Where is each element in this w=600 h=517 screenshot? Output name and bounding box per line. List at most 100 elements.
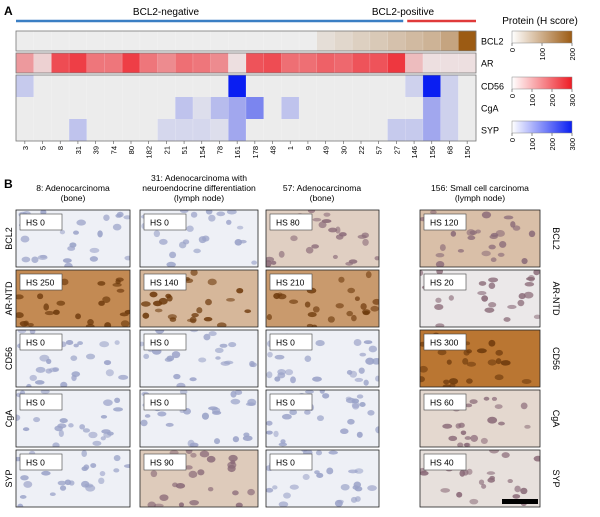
heatmap-cell <box>263 31 282 51</box>
heatmap-cell <box>299 97 318 119</box>
heatmap-cell <box>405 119 424 141</box>
heatmap-cell <box>157 97 176 119</box>
heatmap-cell <box>316 119 335 141</box>
heatmap-cell <box>334 53 353 73</box>
legend-tick-label: 300 <box>568 94 577 107</box>
heatmap-cell <box>69 97 88 119</box>
heatmap-row-label: SYP <box>481 126 499 136</box>
legend-tick-label: 200 <box>568 48 577 61</box>
heatmap-cell <box>16 75 34 97</box>
ihc-column-title: 31: Adenocarcinoma with <box>151 173 247 183</box>
heatmap-cell <box>387 119 406 141</box>
sample-label: 30 <box>339 146 348 154</box>
sample-label: 57 <box>375 146 384 154</box>
legend-gradient <box>511 30 573 44</box>
heatmap-cell <box>316 75 335 97</box>
hs-label-box <box>423 273 467 291</box>
scale-bar <box>502 499 538 504</box>
heatmap-cell <box>228 97 247 119</box>
heatmap-cell <box>458 97 477 119</box>
sample-label: 1 <box>286 146 295 150</box>
heatmap-cell <box>299 75 318 97</box>
ihc-row-label-right: CD56 <box>551 347 561 370</box>
ihc-tile: HS 0 <box>15 329 131 388</box>
heatmap-cell <box>228 75 247 97</box>
heatmap-cell <box>86 53 105 73</box>
heatmap-cell <box>369 31 388 51</box>
ihc-column-title: neuroendocrine differentiation <box>142 183 256 193</box>
heatmap-cell <box>86 75 105 97</box>
hs-label-box <box>423 393 467 411</box>
ihc-panels: 8: Adenocarcinoma(bone)31: Adenocarcinom… <box>4 173 561 508</box>
ihc-row-label-left: AR-NTD <box>4 281 14 315</box>
ihc-tile: HS 0 <box>15 389 131 448</box>
heatmap-cell <box>387 53 406 73</box>
sample-label: 51 <box>180 146 189 154</box>
heatmap-cell <box>86 119 105 141</box>
sample-label: 39 <box>92 146 101 154</box>
heatmap-cell <box>422 75 441 97</box>
heatmap-cell <box>16 31 34 51</box>
heatmap-cell <box>369 119 388 141</box>
legend-gradient <box>511 120 573 134</box>
hs-label: HS 140 <box>150 278 179 288</box>
heatmap-cell <box>33 119 52 141</box>
heatmap-cell <box>440 97 459 119</box>
ihc-tile: HS 0 <box>15 449 131 508</box>
heatmap-cell <box>210 97 229 119</box>
heatmap-cell <box>192 53 211 73</box>
heatmap-cell <box>246 53 264 73</box>
hs-label: HS 20 <box>430 278 454 288</box>
ihc-tile: HS 0 <box>139 329 259 388</box>
hs-label: HS 0 <box>26 458 45 468</box>
ihc-tile: HS 0 <box>139 389 259 448</box>
heatmap-cell <box>104 31 123 51</box>
sample-label: 9 <box>304 146 313 150</box>
hs-label-box <box>143 453 187 471</box>
heatmap-cell <box>157 31 176 51</box>
legend-title: Protein (H score) <box>502 16 578 27</box>
panel-a-label: A <box>4 4 13 18</box>
ihc-column-title: (lymph node) <box>455 193 505 203</box>
sample-label: 49 <box>322 146 331 154</box>
heatmap-cell <box>51 75 70 97</box>
heatmap-cell <box>440 75 459 97</box>
heatmap-cell <box>139 31 158 51</box>
ihc-column-title: (bone) <box>61 193 86 203</box>
heatmap-cell <box>263 119 282 141</box>
heatmap-cell <box>122 97 141 119</box>
heatmap-cell <box>440 31 459 51</box>
heatmap-cell <box>334 31 353 51</box>
sample-label: 22 <box>357 146 366 154</box>
heatmap-cell <box>263 53 282 73</box>
hs-label-box <box>423 453 467 471</box>
heatmap-row-label: CD56 <box>481 82 504 92</box>
ihc-tile: HS 90 <box>139 449 259 508</box>
heatmap-cell <box>246 31 264 51</box>
sample-label: 31 <box>74 146 83 154</box>
heatmap-cell <box>122 119 141 141</box>
heatmap-cell <box>51 31 70 51</box>
legend-gradient <box>511 76 573 90</box>
ihc-tile: HS 140 <box>139 269 259 328</box>
hs-label: HS 0 <box>26 218 45 228</box>
heatmap-cell <box>69 53 88 73</box>
heatmap-cell <box>352 75 371 97</box>
heatmap-cell <box>246 75 264 97</box>
heatmap-cell <box>104 97 123 119</box>
heatmap-cell <box>422 119 441 141</box>
sample-label: 178 <box>251 146 260 159</box>
heatmap-cell <box>139 75 158 97</box>
legends: 0 100 200 0 100 200 300 0 100 200 300 <box>508 30 577 151</box>
heatmap-cell <box>405 31 424 51</box>
heatmap-cell <box>175 53 194 73</box>
hs-label-box <box>19 333 63 351</box>
ihc-row-label-left: CD56 <box>4 347 14 370</box>
heatmap-cell <box>440 53 459 73</box>
sample-label: 5 <box>39 146 48 150</box>
heatmap-cell <box>299 119 318 141</box>
ihc-tile: HS 210 <box>265 269 380 328</box>
heatmap-cell <box>86 31 105 51</box>
heatmap-cell <box>69 119 88 141</box>
heatmap-cell <box>69 31 88 51</box>
